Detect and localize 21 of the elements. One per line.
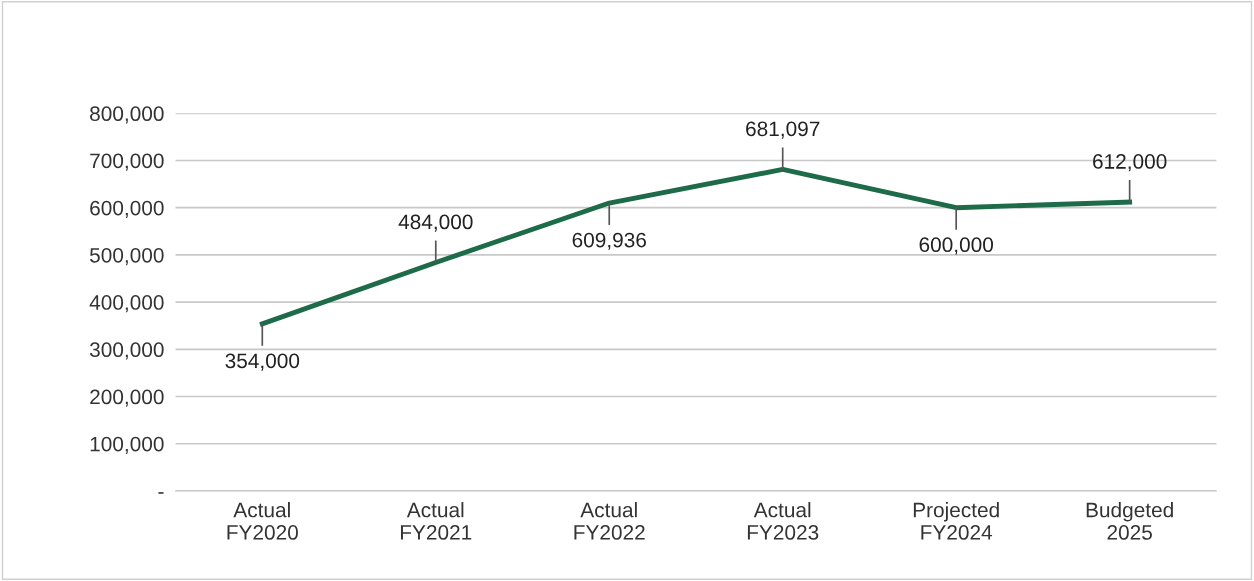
y-tick-label: - (158, 492, 164, 494)
y-tick-label: 600,000 (90, 200, 164, 218)
data-label: 681,097 (746, 121, 820, 139)
y-tick-label: 200,000 (90, 389, 164, 407)
x-tick-label: Actual FY2020 (227, 502, 298, 540)
y-tick-label: 400,000 (89, 295, 164, 313)
y-tick-label: 100,000 (90, 436, 164, 454)
x-tick-label: Budgeted 2025 (1086, 502, 1173, 540)
x-tick-label: Actual FY2023 (747, 502, 819, 540)
x-tick-label: Projected FY2024 (913, 502, 999, 540)
y-tick-label: 300,000 (89, 342, 164, 360)
data-label: 484,000 (398, 214, 473, 232)
y-tick-label: 700,000 (90, 153, 164, 171)
x-tick-label: Actual FY2022 (574, 502, 645, 540)
data-label: 600,000 (919, 237, 994, 255)
data-label: 354,000 (225, 353, 300, 371)
data-label: 609,936 (572, 232, 646, 250)
y-tick-label: 800,000 (90, 106, 164, 124)
y-tick-label: 500,000 (89, 247, 164, 266)
x-tick-label: Actual FY2021 (400, 502, 472, 540)
data-label: 612,000 (1093, 154, 1167, 172)
